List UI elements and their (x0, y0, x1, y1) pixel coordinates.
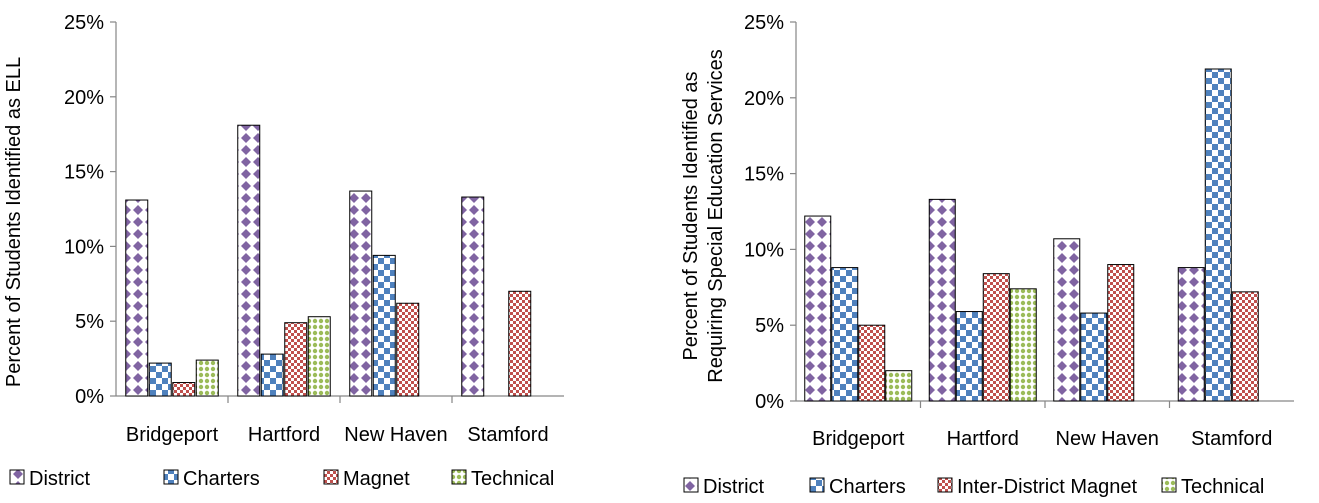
left-legend-label-technical: Technical (471, 468, 554, 490)
left-legend-swatch-district (9, 469, 25, 485)
left-bar-hartford-technical (307, 316, 331, 397)
left-y-tick-label: 15% (64, 162, 104, 184)
right-bar-new-haven-inter-district-magnet (1107, 264, 1135, 402)
right-y-tick-label: 5% (755, 315, 784, 337)
left-legend-label-magnet: Magnet (343, 468, 410, 490)
right-y-tick-label: 10% (744, 239, 784, 261)
left-bar-bridgeport-magnet (172, 382, 196, 397)
right-y-tick-label: 20% (744, 88, 784, 110)
right-legend-label-charters: Charters (829, 476, 906, 498)
right-legend-swatch-charters (809, 477, 825, 493)
left-bar-new-haven-district (349, 190, 373, 397)
right-bar-hartford-district (928, 198, 956, 402)
right-chart: 0% 5% 10% 15% 20% 25% Bridgeport Hartford New H… (680, 12, 1294, 498)
right-bar-stamford-charters (1204, 68, 1232, 402)
left-bar-stamford-magnet (508, 290, 532, 397)
right-y-tick-label: 25% (744, 12, 784, 34)
right-bar-new-haven-charters (1080, 312, 1108, 402)
right-x-tick-label: Stamford (1191, 428, 1272, 450)
left-legend: District Charters Magnet Technical (9, 468, 554, 490)
left-bar-new-haven-magnet (396, 302, 420, 397)
left-y-axis-title: Percent of Students Identified as ELL (3, 57, 25, 387)
right-legend-swatch-district (683, 477, 699, 493)
left-y-tick-label: 0% (75, 386, 104, 408)
right-bar-bridgeport-charters (831, 267, 859, 402)
left-legend-swatch-technical (451, 469, 467, 485)
right-bar-new-haven-district (1053, 238, 1081, 402)
right-legend-swatch-technical (1161, 477, 1177, 493)
left-bar-hartford-district (237, 124, 261, 397)
right-legend-label-technical: Technical (1181, 476, 1264, 498)
right-x-tick-label: New Haven (1056, 428, 1159, 450)
right-bar-hartford-inter-district-magnet (982, 273, 1010, 402)
right-bar-bridgeport-inter-district-magnet (858, 324, 886, 402)
left-x-tick-label: Hartford (248, 424, 320, 446)
left-y-tick-label: 20% (64, 87, 104, 109)
left-bars (125, 124, 532, 397)
right-y-tick-label: 15% (744, 164, 784, 186)
left-x-tick-labels: Bridgeport Hartford New Haven Stamford (126, 424, 549, 446)
left-x-tick-label: Stamford (467, 424, 548, 446)
left-bar-stamford-district (461, 196, 485, 397)
right-bar-stamford-district (1177, 267, 1205, 402)
right-legend-label-district: District (703, 476, 765, 498)
left-bar-new-haven-charters (372, 254, 396, 397)
right-y-axis-title-line-2: Requiring Special Education Services (705, 49, 727, 383)
left-bar-bridgeport-district (125, 199, 149, 397)
left-bar-bridgeport-charters (148, 362, 172, 397)
right-bar-hartford-technical (1009, 288, 1037, 402)
right-x-tick-label: Hartford (947, 428, 1019, 450)
right-bar-bridgeport-district (804, 215, 832, 402)
left-chart: 0% 5% 10% 15% 20% 25% Bridgeport Hartford New H… (3, 12, 564, 490)
right-bar-hartford-charters (955, 311, 983, 402)
right-y-axis-title-line-1: Percent of Students Identified as (680, 71, 702, 360)
left-bar-hartford-magnet (284, 322, 308, 397)
right-y-tick-label: 0% (755, 391, 784, 413)
left-legend-label-charters: Charters (183, 468, 260, 490)
right-bar-bridgeport-technical (885, 370, 913, 402)
left-y-tick-label: 25% (64, 12, 104, 34)
left-legend-swatch-magnet (323, 469, 339, 485)
left-y-tick-label: 5% (75, 311, 104, 333)
right-legend-swatch-inter-district-magnet (937, 477, 953, 493)
left-legend-label-district: District (29, 468, 91, 490)
left-legend-swatch-charters (163, 469, 179, 485)
right-x-tick-labels: Bridgeport Hartford New Haven Stamford (812, 428, 1272, 450)
right-legend: District Charters Inter-District Magnet Tec… (683, 476, 1264, 498)
right-bar-stamford-inter-district-magnet (1231, 291, 1259, 402)
left-bar-bridgeport-technical (195, 359, 219, 397)
left-x-tick-label: New Haven (344, 424, 447, 446)
left-x-tick-label: Bridgeport (126, 424, 219, 446)
right-x-tick-label: Bridgeport (812, 428, 905, 450)
left-y-tick-label: 10% (64, 236, 104, 258)
left-bar-hartford-charters (260, 353, 284, 397)
right-bars (804, 68, 1259, 402)
right-legend-label-inter-district-magnet: Inter-District Magnet (957, 476, 1137, 498)
